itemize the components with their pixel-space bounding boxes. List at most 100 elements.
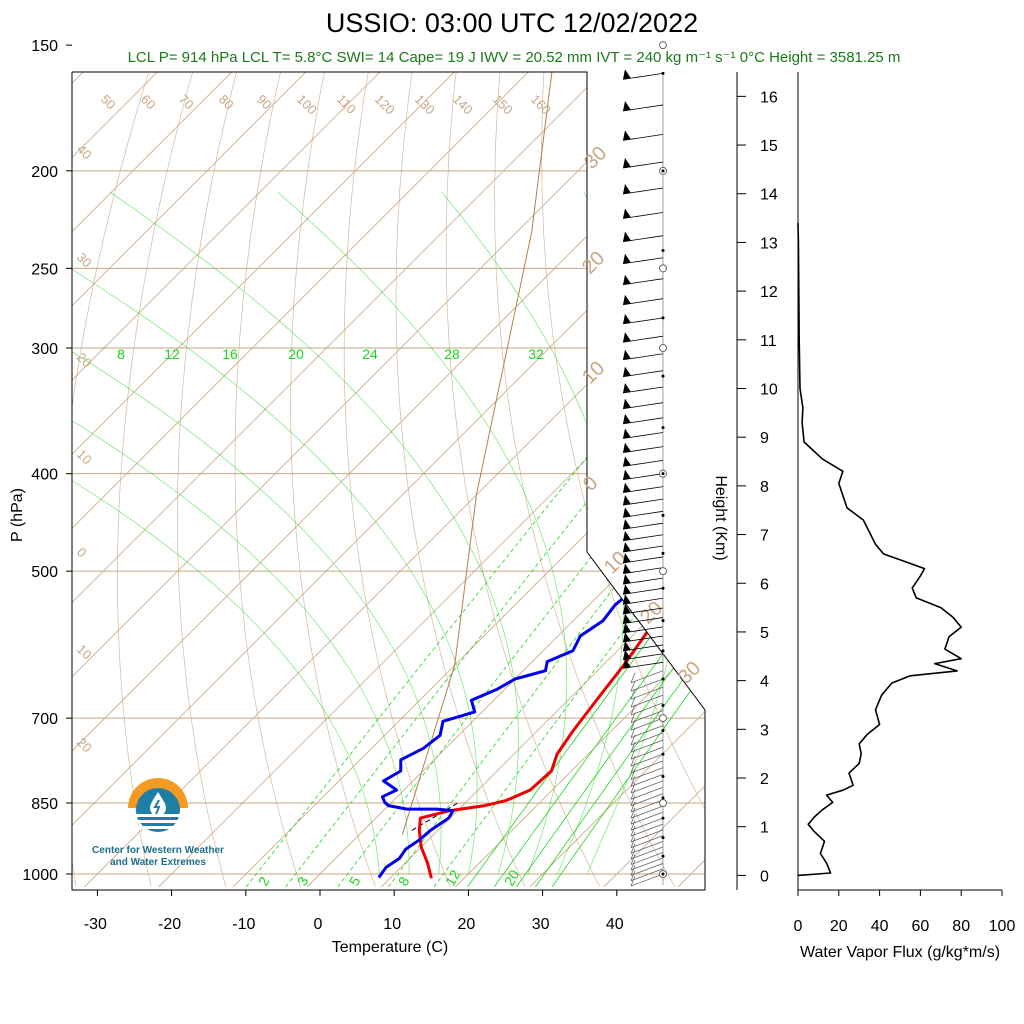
isotherm-label-right: 0 (579, 472, 602, 495)
wind-barb-flag (623, 563, 631, 574)
height-tick-label: 16 (760, 89, 778, 106)
barb-dot (661, 854, 665, 858)
isotherm-label-left: 0 (74, 545, 90, 561)
wind-barb-flag (623, 495, 631, 506)
isotherm--20 (158, 72, 705, 888)
mixing-ratio-20 (493, 231, 705, 888)
wind-barb (630, 746, 664, 760)
cw3e-logo: Center for Western Weather and Water Ext… (88, 770, 228, 869)
wind-barb (630, 739, 664, 753)
wind-barb-feather (630, 820, 636, 831)
barb-dot (661, 169, 665, 173)
dry-adiabat (177, 72, 285, 887)
height-tick-label: 10 (760, 381, 778, 398)
parcel-path (401, 72, 585, 835)
wind-barb-feather (630, 789, 636, 800)
wind-barb-flag (623, 469, 631, 480)
isotherm--70 (72, 72, 705, 888)
wind-barb-flag (623, 552, 631, 563)
isotherm-50 (677, 72, 705, 888)
wind-barb-flag (623, 530, 631, 541)
barb-dot (661, 872, 665, 876)
wind-barb-flag (623, 482, 631, 493)
parcel-line (401, 72, 585, 835)
wind-barb (630, 717, 664, 731)
wind-barb-flag (623, 349, 631, 360)
wind-barb-feather (630, 843, 636, 854)
wind-barb-flag (623, 413, 631, 424)
isotherm--100 (72, 72, 585, 888)
dry-adiabat (915, 0, 1024, 887)
isotherm-label-right: 10 (600, 547, 631, 578)
dry-adiabat (674, 72, 705, 888)
dry-adiabat (117, 72, 245, 887)
logo-emblem-icon (128, 778, 188, 832)
flux-x-tick-label: 100 (989, 918, 1016, 935)
height-tick-label: 3 (760, 722, 769, 739)
isotherm--10 (232, 72, 705, 888)
temperature-line (417, 72, 705, 879)
wind-barb (630, 873, 664, 887)
isotherm-label: 130 (412, 92, 438, 118)
wind-barb (630, 678, 664, 692)
wind-barb-flag (623, 507, 631, 518)
mixing-ratio-label-top: 8 (117, 346, 125, 362)
skewt-plot-area (72, 0, 1024, 888)
wind-barb-flag (623, 594, 631, 605)
mixing-ratio-label-bottom: 5 (346, 874, 364, 889)
wind-barb-feather (630, 688, 636, 700)
dry-adiabat (586, 72, 705, 888)
moist-adiabat (109, 191, 519, 875)
mixing-ratio-label-bottom: 2 (255, 874, 273, 889)
wind-barb (630, 846, 664, 860)
isotherm-lines (72, 0, 1024, 888)
isotherm-label-left: 20 (74, 735, 95, 756)
logo-text: Center for Western Weather and Water Ext… (88, 845, 228, 869)
wind-barb-feather (630, 814, 636, 825)
wind-barb-flag (623, 640, 631, 651)
isotherm-label: 110 (334, 92, 359, 117)
wind-barb-flag (623, 158, 631, 169)
wind-barb (630, 835, 664, 849)
logo-line-2: and Water Extremes (110, 857, 206, 868)
y-tick-label: 150 (31, 38, 58, 55)
moist-adiabat (72, 191, 380, 875)
y-tick-label: 400 (31, 467, 58, 484)
wind-barb-flag (623, 442, 631, 453)
isotherm-label: 150 (490, 92, 516, 118)
height-tick-label: 0 (760, 868, 769, 885)
wind-barb-flag (623, 100, 631, 111)
wind-barb-feather (630, 859, 636, 871)
wind-barb-feather (630, 782, 636, 794)
wind-barb (630, 868, 664, 882)
height-tick-label: 1 (760, 820, 769, 837)
dry-adiabat (72, 72, 206, 887)
x-tick-label: 0 (314, 916, 323, 933)
isotherm-label: 120 (372, 92, 398, 118)
isotherm-label: 80 (216, 92, 237, 113)
wind-barb (630, 811, 664, 825)
x-tick-label: 10 (383, 916, 401, 933)
wind-barb (630, 840, 664, 854)
wind-barb (630, 773, 664, 787)
wind-barb-flag (623, 231, 631, 242)
flux-x-tick-label: 40 (871, 918, 889, 935)
wind-barb-flag (623, 253, 631, 264)
wind-barb-flag (623, 649, 631, 660)
isobar-lines (72, 170, 705, 875)
wind-barb (630, 863, 664, 876)
wind-barb-flag (623, 382, 631, 393)
mixing-ratio-label-top: 32 (528, 346, 544, 362)
wind-barb-flag (623, 658, 631, 669)
barb-dot (661, 374, 665, 378)
dry-adiabat (757, 0, 1024, 887)
barb-dot (661, 728, 665, 732)
barb-dot (661, 586, 665, 590)
isotherm--130 (72, 72, 362, 888)
y-tick-label: 700 (31, 711, 58, 728)
dry-adiabat (836, 0, 1024, 887)
wind-barb-feather (630, 854, 636, 865)
mixing-ratio-label-top: 20 (288, 346, 304, 362)
wind-barb (630, 710, 664, 723)
